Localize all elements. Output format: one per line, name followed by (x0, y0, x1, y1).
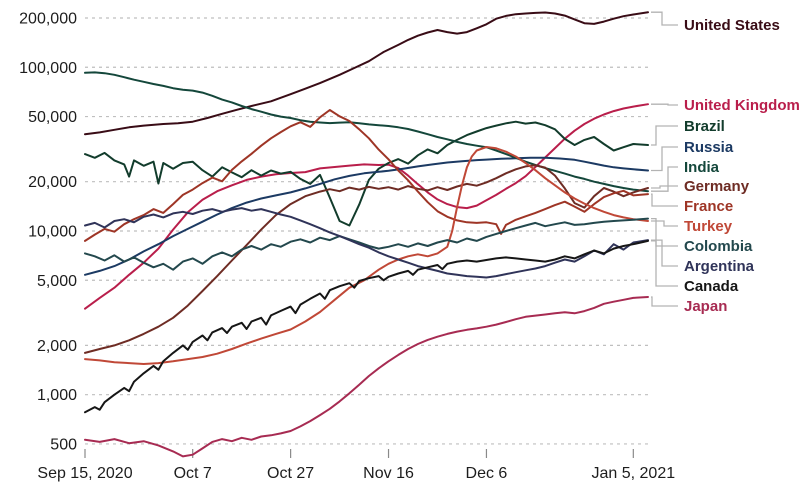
y-axis-label-2000: 2,000 (37, 338, 77, 355)
leader-line-germany (651, 185, 678, 189)
series-line-india (84, 71, 649, 193)
series-line-colombia (84, 217, 649, 271)
series-line-france (84, 109, 649, 242)
y-axis-label-200000: 200,000 (19, 11, 77, 28)
series-line-turkey (84, 146, 649, 365)
y-axis-label-20000: 20,000 (28, 174, 77, 191)
x-axis-label-nov-16: Nov 16 (363, 465, 414, 482)
leader-line-brazil (651, 125, 678, 146)
leader-line-japan (651, 296, 678, 307)
country-label-russia: Russia (684, 139, 734, 156)
x-axis-label-oct-7: Oct 7 (174, 465, 212, 482)
y-axis-label-500: 500 (50, 436, 77, 453)
series-line-canada (84, 239, 649, 414)
series-line-brazil (84, 120, 649, 227)
x-axis-label-dec-6: Dec 6 (466, 465, 508, 482)
leader-line-russia (651, 146, 678, 172)
country-label-colombia: Colombia (684, 238, 753, 255)
country-label-canada: Canada (684, 278, 739, 295)
country-label-united-states: United States (684, 17, 780, 34)
country-label-turkey: Turkey (684, 218, 733, 235)
x-axis-label-oct-27: Oct 27 (267, 465, 314, 482)
leader-line-united-states (651, 11, 678, 26)
country-label-argentina: Argentina (684, 258, 755, 275)
leader-line-canada (651, 240, 678, 287)
x-axis-label-sep-15,-2020: Sep 15, 2020 (37, 465, 132, 482)
y-axis-label-100000: 100,000 (19, 60, 77, 77)
leader-line-colombia (651, 217, 678, 247)
country-label-india: India (684, 159, 720, 176)
y-axis-label-5000: 5,000 (37, 273, 77, 290)
leader-line-india (651, 166, 678, 192)
y-axis-label-10000: 10,000 (28, 223, 77, 240)
series-line-germany (84, 164, 649, 354)
series-line-united-states (84, 11, 649, 136)
leader-line-argentina (651, 239, 678, 267)
country-label-united-kingdom: United Kingdom (684, 97, 800, 114)
country-label-brazil: Brazil (684, 118, 725, 135)
leader-line-turkey (651, 220, 678, 227)
y-axis-label-1000: 1,000 (37, 387, 77, 404)
x-axis-label-jan-5,-2021: Jan 5, 2021 (592, 465, 676, 482)
country-label-germany: Germany (684, 178, 750, 195)
y-axis-label-50000: 50,000 (28, 109, 77, 126)
series-line-japan (84, 296, 649, 458)
series-line-argentina (84, 207, 649, 279)
leader-line-france (651, 193, 678, 207)
country-label-france: France (684, 198, 733, 215)
country-label-japan: Japan (684, 298, 727, 315)
series-line-united-kingdom (84, 103, 649, 310)
series-line-russia (84, 156, 649, 276)
leader-line-united-kingdom (651, 103, 678, 106)
